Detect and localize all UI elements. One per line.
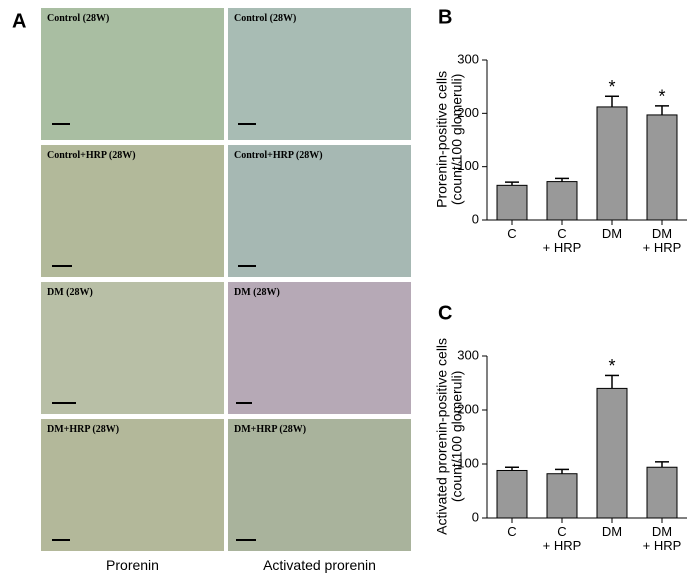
- micrograph: [228, 282, 411, 414]
- micrograph: [228, 419, 411, 551]
- x-tick-label: DM: [601, 524, 623, 539]
- column-label: Activated prorenin: [263, 557, 376, 573]
- x-tick-label: C + HRP: [542, 524, 582, 554]
- significance-marker: *: [608, 356, 615, 376]
- x-tick-label: DM: [601, 226, 623, 241]
- y-tick-label: 300: [457, 51, 479, 66]
- column-label: Prorenin: [106, 557, 159, 573]
- image-label: Control+HRP (28W): [234, 150, 323, 161]
- image-label: DM+HRP (28W): [234, 424, 307, 435]
- y-tick-label: 0: [472, 211, 479, 226]
- micrograph: [228, 8, 411, 140]
- panel-label: B: [438, 6, 452, 28]
- panel-label: A: [12, 10, 26, 32]
- image-label: Control (28W): [47, 13, 110, 24]
- image-label: Control+HRP (28W): [47, 150, 136, 161]
- y-tick-label: 200: [457, 401, 479, 416]
- image-label: DM+HRP (28W): [47, 424, 120, 435]
- scale-bars: [52, 123, 256, 541]
- x-tick-label: DM + HRP: [642, 524, 682, 554]
- x-tick-label: C: [507, 524, 517, 539]
- micrograph: [41, 282, 224, 414]
- y-axis-label: Prorenin-positive cells (count/100 glome…: [433, 70, 465, 208]
- y-tick-label: 300: [457, 347, 479, 362]
- x-tick-label: DM + HRP: [642, 226, 682, 256]
- bar: [496, 469, 528, 519]
- bar: [646, 114, 678, 221]
- bar: [546, 473, 578, 519]
- significance-marker: *: [658, 87, 665, 107]
- micrograph: [41, 419, 224, 551]
- micrograph: [41, 8, 224, 140]
- panel-label: C: [438, 302, 452, 324]
- bar: [496, 184, 528, 221]
- x-tick-label: C: [507, 226, 517, 241]
- y-tick-label: 100: [457, 455, 479, 470]
- image-label: Control (28W): [234, 13, 297, 24]
- bar: [596, 387, 628, 519]
- y-tick-label: 100: [457, 158, 479, 173]
- significance-marker: *: [608, 77, 615, 97]
- micrographs: [41, 8, 411, 551]
- y-tick-label: 0: [472, 509, 479, 524]
- micrograph: [41, 145, 224, 277]
- x-tick-label: C + HRP: [542, 226, 582, 256]
- y-tick-label: 200: [457, 105, 479, 120]
- bar: [596, 106, 628, 221]
- micrograph: [228, 145, 411, 277]
- bar: [646, 466, 678, 519]
- y-axis-label: Activated prorenin-positive cells (count…: [433, 337, 465, 535]
- image-label: DM (28W): [234, 287, 280, 298]
- bar: [546, 181, 578, 221]
- image-label: DM (28W): [47, 287, 93, 298]
